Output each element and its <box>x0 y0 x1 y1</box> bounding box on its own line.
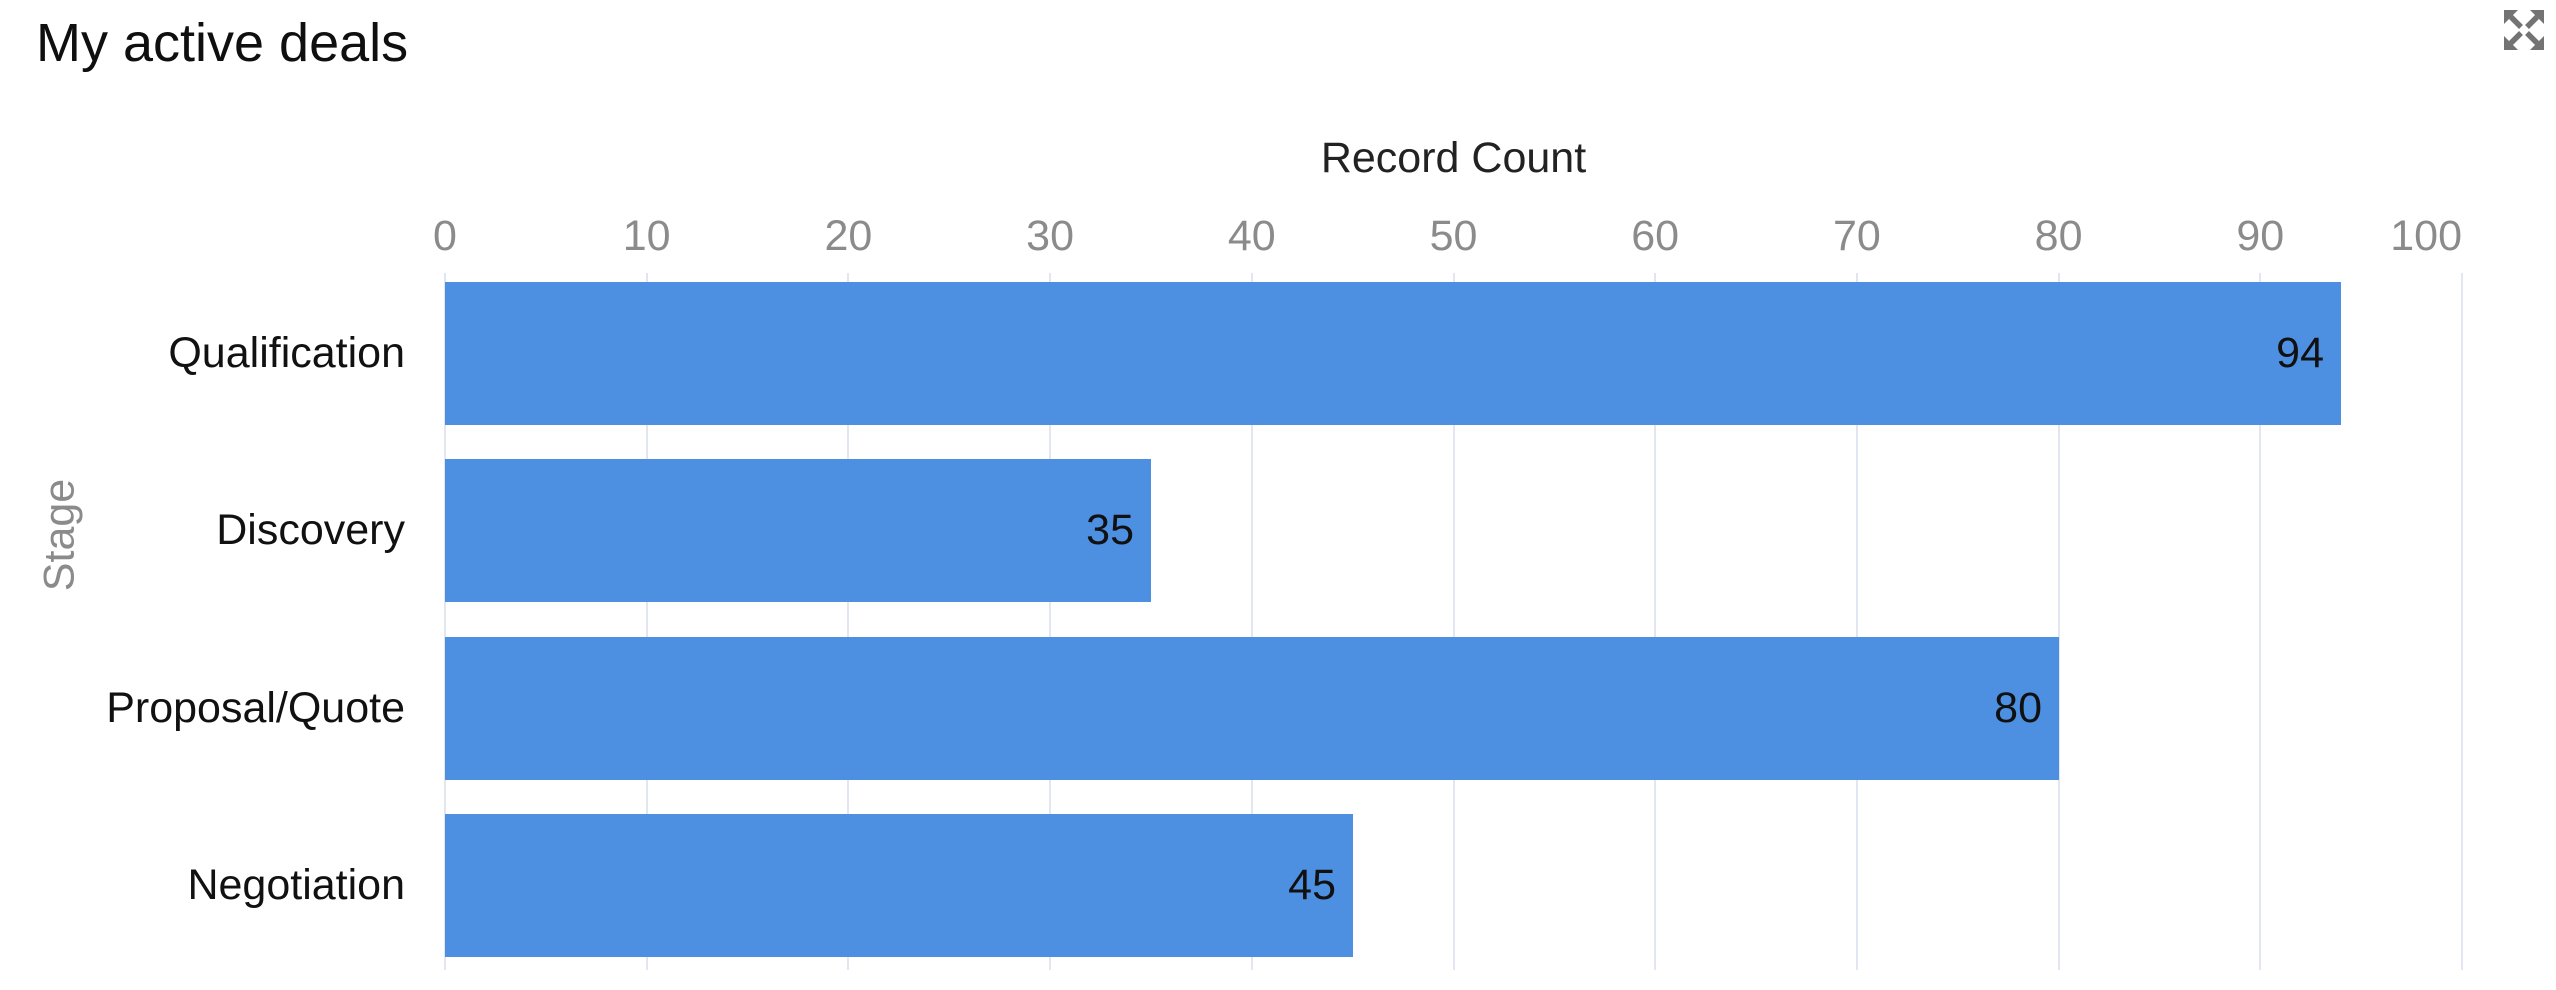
gridline-x-100 <box>2461 273 2463 970</box>
x-tick-label-60: 60 <box>1631 212 1680 260</box>
y-category-label-negotiation: Negotiation <box>187 861 405 909</box>
gridline-x-10 <box>645 273 648 970</box>
expand-arrows-icon <box>2504 10 2544 50</box>
x-tick-label-70: 70 <box>1832 212 1881 260</box>
bar-qualification[interactable]: 94 <box>445 282 2341 425</box>
bar-value-label-proposal-quote: 80 <box>1994 684 2042 732</box>
bar-value-label-discovery: 35 <box>1086 506 1134 554</box>
gridline-x-70 <box>1855 273 1858 970</box>
x-tick-label-0: 0 <box>433 212 457 260</box>
gridline-x-90 <box>2259 273 2262 970</box>
gridline-x-30 <box>1049 273 1052 970</box>
bar-proposal-quote[interactable]: 80 <box>445 637 2059 780</box>
x-tick-label-30: 30 <box>1026 212 1075 260</box>
x-tick-label-100: 100 <box>2390 212 2462 260</box>
x-tick-label-40: 40 <box>1227 212 1276 260</box>
y-category-label-qualification: Qualification <box>168 329 405 377</box>
bar-negotiation[interactable]: 45 <box>445 814 1353 957</box>
widget-title: My active deals <box>36 13 409 73</box>
y-category-label-proposal-quote: Proposal/Quote <box>106 684 405 732</box>
bar-value-label-qualification: 94 <box>2276 329 2324 377</box>
gridline-x-60 <box>1654 273 1657 970</box>
x-tick-label-20: 20 <box>824 212 873 260</box>
gridline-x-20 <box>847 273 850 970</box>
plot-area: 94 35 80 45 <box>444 273 2463 970</box>
gridline-x-50 <box>1452 273 1455 970</box>
bar-value-label-negotiation: 45 <box>1288 861 1336 909</box>
x-tick-label-80: 80 <box>2034 212 2083 260</box>
x-tick-label-10: 10 <box>622 212 671 260</box>
x-tick-label-50: 50 <box>1429 212 1478 260</box>
gridline-x-0 <box>444 273 446 970</box>
gridline-x-40 <box>1250 273 1253 970</box>
y-category-label-discovery: Discovery <box>216 506 405 554</box>
x-axis-title: Record Count <box>1320 134 1587 182</box>
x-tick-label-90: 90 <box>2236 212 2285 260</box>
expand-button[interactable] <box>2498 4 2550 56</box>
bar-discovery[interactable]: 35 <box>445 459 1151 602</box>
gridline-x-80 <box>2057 273 2060 970</box>
